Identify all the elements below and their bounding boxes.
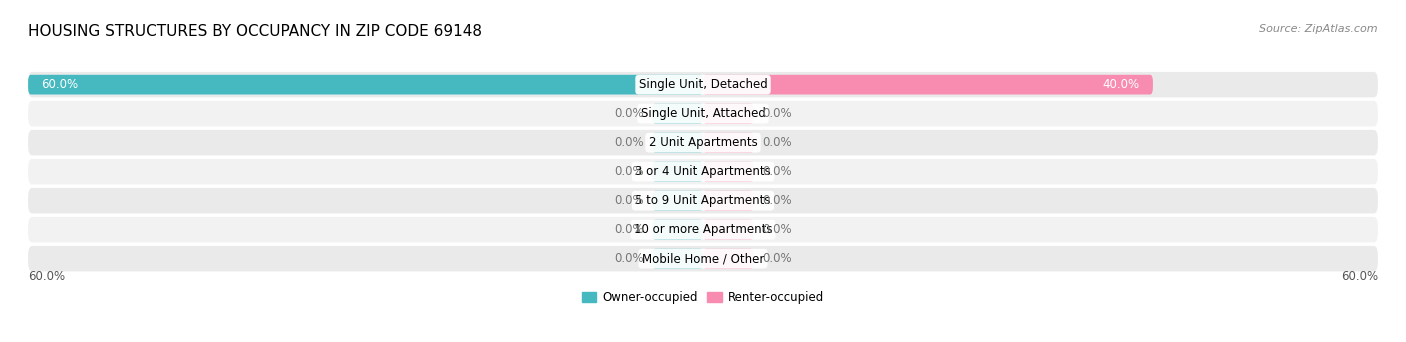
FancyBboxPatch shape — [28, 75, 703, 94]
FancyBboxPatch shape — [28, 159, 1378, 184]
FancyBboxPatch shape — [703, 162, 754, 182]
FancyBboxPatch shape — [28, 188, 1378, 213]
Text: HOUSING STRUCTURES BY OCCUPANCY IN ZIP CODE 69148: HOUSING STRUCTURES BY OCCUPANCY IN ZIP C… — [28, 24, 482, 39]
Text: 60.0%: 60.0% — [1341, 270, 1378, 283]
FancyBboxPatch shape — [28, 72, 1378, 97]
Text: 0.0%: 0.0% — [762, 194, 792, 207]
Text: 3 or 4 Unit Apartments: 3 or 4 Unit Apartments — [636, 165, 770, 178]
FancyBboxPatch shape — [28, 246, 1378, 272]
Text: 0.0%: 0.0% — [762, 165, 792, 178]
FancyBboxPatch shape — [28, 130, 1378, 155]
FancyBboxPatch shape — [703, 133, 754, 153]
FancyBboxPatch shape — [652, 191, 703, 211]
Text: 0.0%: 0.0% — [614, 136, 644, 149]
FancyBboxPatch shape — [652, 133, 703, 153]
FancyBboxPatch shape — [652, 104, 703, 123]
FancyBboxPatch shape — [703, 75, 1153, 94]
Text: 10 or more Apartments: 10 or more Apartments — [634, 223, 772, 236]
FancyBboxPatch shape — [652, 162, 703, 182]
Text: 0.0%: 0.0% — [614, 165, 644, 178]
FancyBboxPatch shape — [703, 220, 754, 239]
FancyBboxPatch shape — [28, 217, 1378, 242]
Text: 2 Unit Apartments: 2 Unit Apartments — [648, 136, 758, 149]
FancyBboxPatch shape — [703, 104, 754, 123]
Text: Single Unit, Attached: Single Unit, Attached — [641, 107, 765, 120]
Text: 0.0%: 0.0% — [762, 136, 792, 149]
FancyBboxPatch shape — [703, 191, 754, 211]
Text: 60.0%: 60.0% — [42, 78, 79, 91]
Text: 0.0%: 0.0% — [614, 194, 644, 207]
Text: Mobile Home / Other: Mobile Home / Other — [641, 252, 765, 265]
FancyBboxPatch shape — [703, 249, 754, 268]
Text: 40.0%: 40.0% — [1102, 78, 1139, 91]
Text: 0.0%: 0.0% — [614, 252, 644, 265]
FancyBboxPatch shape — [28, 101, 1378, 127]
Text: 5 to 9 Unit Apartments: 5 to 9 Unit Apartments — [636, 194, 770, 207]
Legend: Owner-occupied, Renter-occupied: Owner-occupied, Renter-occupied — [578, 287, 828, 309]
Text: 0.0%: 0.0% — [762, 252, 792, 265]
FancyBboxPatch shape — [652, 249, 703, 268]
Text: 0.0%: 0.0% — [614, 223, 644, 236]
Text: Source: ZipAtlas.com: Source: ZipAtlas.com — [1260, 24, 1378, 34]
Text: Single Unit, Detached: Single Unit, Detached — [638, 78, 768, 91]
Text: 60.0%: 60.0% — [28, 270, 65, 283]
Text: 0.0%: 0.0% — [762, 107, 792, 120]
Text: 0.0%: 0.0% — [614, 107, 644, 120]
FancyBboxPatch shape — [652, 220, 703, 239]
Text: 0.0%: 0.0% — [762, 223, 792, 236]
